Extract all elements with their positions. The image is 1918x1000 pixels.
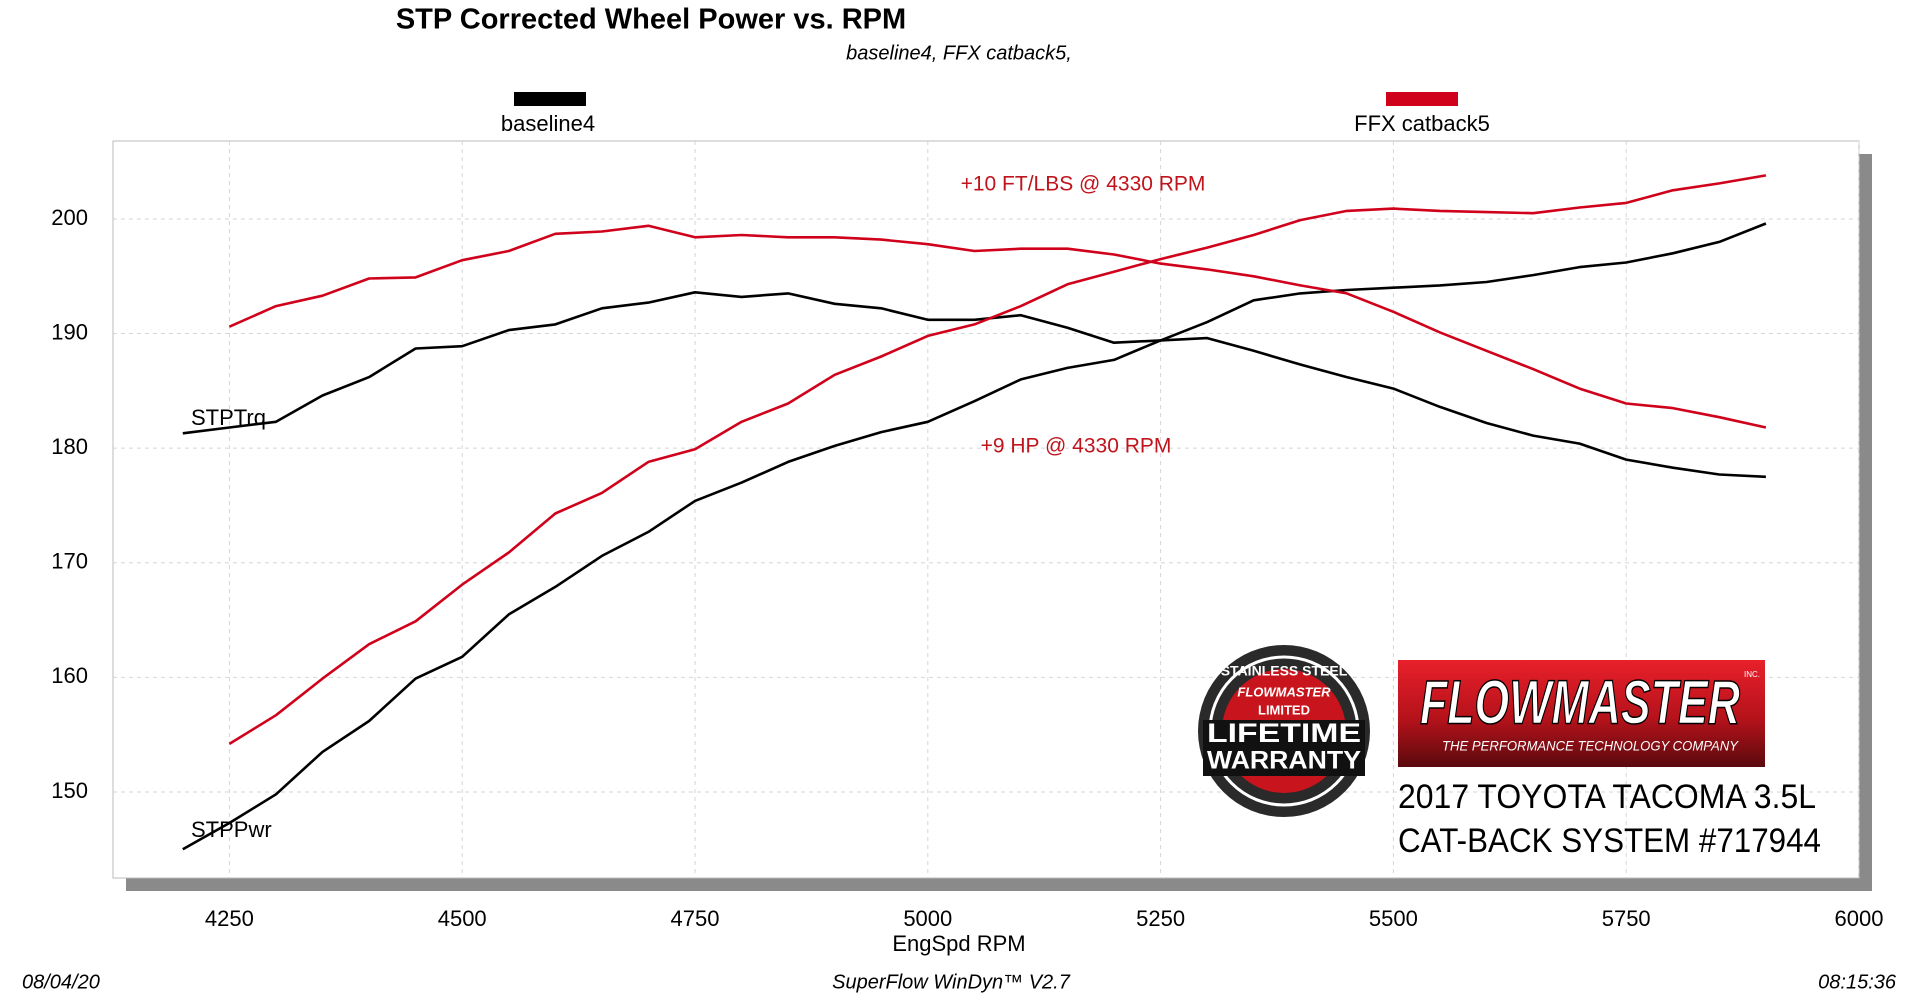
- legend-swatch: [514, 92, 586, 106]
- x-tick-label: 4750: [671, 906, 720, 931]
- y-tick-label: 170: [51, 549, 88, 574]
- legend-label: baseline4: [501, 111, 595, 136]
- data-line: [182, 222, 1767, 851]
- legend-swatch: [1386, 92, 1458, 106]
- annotation: +9 HP @ 4330 RPM: [981, 435, 1172, 458]
- chart-title: STP Corrected Wheel Power vs. RPM: [396, 4, 906, 36]
- logo-box: [1398, 660, 1765, 767]
- badge-top: STAINLESS STEEL: [1221, 663, 1348, 679]
- chart-subtitle: baseline4, FFX catback5,: [846, 42, 1072, 64]
- data-line: [228, 174, 1767, 746]
- footer-time: 08:15:36: [1818, 971, 1897, 993]
- line-label: STPTrq: [191, 405, 266, 430]
- badge-line2: WARRANTY: [1207, 747, 1361, 775]
- data-line: [228, 224, 1767, 429]
- warranty-badge: STAINLESS STEEL FLOWMASTER LIMITED LIFET…: [1198, 645, 1370, 817]
- line-label: STPPwr: [191, 817, 272, 842]
- logo-tagline: THE PERFORMANCE TECHNOLOGY COMPANY: [1442, 738, 1740, 754]
- data-line: [182, 291, 1766, 479]
- y-tick-label: 190: [51, 319, 88, 344]
- x-axis-label: EngSpd RPM: [892, 931, 1025, 956]
- badge-limited: LIMITED: [1258, 702, 1310, 717]
- x-tick-label: 4250: [205, 906, 254, 931]
- y-tick-label: 200: [51, 205, 88, 230]
- flowmaster-logo: FLOWMASTER INC. THE PERFORMANCE TECHNOLO…: [1398, 660, 1765, 767]
- logo-inc: INC.: [1744, 670, 1760, 679]
- y-tick-label: 180: [51, 434, 88, 459]
- annotation: +10 FT/LBS @ 4330 RPM: [961, 173, 1206, 196]
- footer-software: SuperFlow WinDyn™ V2.7: [832, 971, 1071, 993]
- lines: [182, 174, 1767, 851]
- x-tick-label: 4500: [438, 906, 487, 931]
- caption-line: 2017 TOYOTA TACOMA 3.5L: [1398, 778, 1816, 816]
- x-tick-label: 5000: [903, 906, 952, 931]
- y-tick-label: 160: [51, 663, 88, 688]
- x-tick-label: 5750: [1602, 906, 1651, 931]
- badge-brand: FLOWMASTER: [1237, 684, 1331, 699]
- y-tick-label: 150: [51, 778, 88, 803]
- legend-label: FFX catback5: [1354, 111, 1490, 136]
- x-tick-label: 5250: [1136, 906, 1185, 931]
- logo-name: FLOWMASTER: [1420, 668, 1740, 737]
- x-tick-label: 5500: [1369, 906, 1418, 931]
- x-tick-label: 6000: [1835, 906, 1884, 931]
- caption-line: CAT-BACK SYSTEM #717944: [1398, 822, 1821, 860]
- badge-line1: LIFETIME: [1207, 718, 1361, 748]
- badge-band: [1203, 720, 1365, 776]
- footer-date: 08/04/20: [22, 971, 100, 993]
